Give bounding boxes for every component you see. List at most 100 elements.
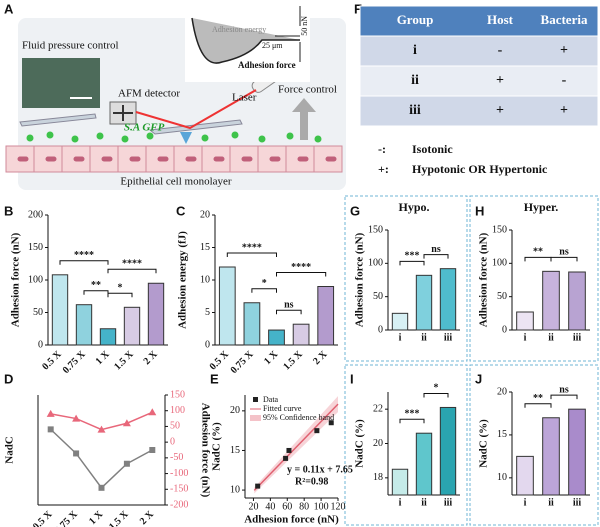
x-tick-label: 0.75 X bbox=[229, 348, 257, 376]
panel-letter: E bbox=[210, 371, 219, 386]
significance-bracket bbox=[83, 290, 109, 295]
x-tick-label: i bbox=[399, 497, 402, 508]
legend-label: 95% Confidence band bbox=[263, 413, 334, 422]
y-axis-label: NadC (%) bbox=[354, 419, 366, 468]
x-axis-label: Adhesion force (nN) bbox=[244, 514, 339, 526]
legend-swatch bbox=[253, 397, 258, 402]
y-axis-label: NadC bbox=[4, 436, 16, 464]
label: Fluid pressure control bbox=[22, 40, 119, 52]
y-tick-label: 10 bbox=[200, 274, 210, 285]
significance-bracket bbox=[524, 256, 552, 262]
label: Epithelial cell monolayer bbox=[120, 176, 232, 188]
x-tick-label: 2 X bbox=[142, 348, 161, 367]
y-tick-label: 0 bbox=[205, 339, 210, 350]
table-header: Bacteria bbox=[541, 12, 588, 27]
y-axis-label: Adhesion force (nN) bbox=[10, 232, 22, 327]
y2-tick-label: 150 bbox=[170, 389, 185, 400]
table-cell: + bbox=[496, 103, 504, 118]
x-tick-label: 0.75 X bbox=[61, 348, 89, 376]
y-tick-label: 15 bbox=[230, 445, 240, 456]
marker bbox=[97, 425, 106, 433]
x-tick-label: iii bbox=[573, 332, 582, 343]
panel-frame bbox=[469, 195, 599, 362]
significance-bracket bbox=[107, 292, 133, 298]
y-tick-label: 0 bbox=[502, 324, 507, 335]
table-cell: + bbox=[496, 73, 504, 88]
y-tick-label: 100 bbox=[368, 258, 383, 269]
bar bbox=[317, 286, 335, 346]
y-axis-label: Adhesion force (nN) bbox=[354, 232, 366, 327]
x-tick-label: 100 bbox=[314, 501, 329, 512]
table-header: Group bbox=[397, 12, 434, 27]
y2-tick-label: -150 bbox=[170, 484, 188, 495]
panel-frame bbox=[469, 364, 599, 526]
table-row bbox=[359, 5, 599, 37]
panel-letter: C bbox=[176, 203, 186, 218]
x-tick-label: ii bbox=[548, 497, 554, 508]
table-cell: + bbox=[560, 43, 568, 58]
significance-bracket bbox=[550, 256, 578, 262]
chart-title: Hypo. bbox=[398, 200, 429, 214]
significance-label: * bbox=[262, 278, 267, 289]
table-cell: iii bbox=[409, 103, 421, 118]
significance-label: **** bbox=[291, 262, 311, 273]
bar bbox=[516, 311, 534, 331]
point bbox=[314, 428, 320, 434]
panel-letter: I bbox=[350, 371, 354, 386]
point bbox=[283, 455, 289, 461]
x-tick-label: 1 X bbox=[87, 508, 106, 527]
x-tick-label: 0.75 X bbox=[53, 508, 81, 527]
significance-label: ** bbox=[533, 393, 543, 404]
y-tick-label: 150 bbox=[492, 224, 507, 235]
bar bbox=[391, 312, 409, 331]
table-row bbox=[359, 35, 599, 67]
cantilever-right bbox=[148, 119, 243, 135]
bar bbox=[391, 468, 409, 496]
table-cell: i bbox=[413, 43, 417, 58]
x-tick-label: 80 bbox=[299, 501, 309, 512]
significance-bracket bbox=[524, 403, 552, 408]
legend-label: Fitted curve bbox=[263, 404, 302, 413]
panel-letter: A bbox=[4, 1, 14, 16]
x-tick-label: 1.5 X bbox=[107, 508, 131, 527]
table-row bbox=[359, 95, 599, 127]
table-cell: ii bbox=[411, 73, 419, 88]
significance-bracket bbox=[399, 418, 425, 424]
y2-tick-label: 0 bbox=[170, 436, 175, 447]
bar bbox=[243, 302, 261, 346]
y-tick-label: 10 bbox=[497, 472, 507, 483]
significance-bracket bbox=[226, 252, 277, 257]
panel-frame bbox=[344, 364, 468, 526]
marker bbox=[46, 409, 55, 417]
bar bbox=[51, 274, 69, 346]
panel-f: F Group Host Bacteria i - + ii + - iii + + -: Isotoni… bbox=[354, 1, 599, 176]
significance-label: **** bbox=[242, 242, 262, 253]
significance-label: ns bbox=[284, 299, 294, 310]
x-tick-label: 0.5 X bbox=[31, 508, 55, 527]
bar bbox=[542, 270, 560, 331]
x-tick-label: 40 bbox=[265, 501, 275, 512]
x-tick-label: i bbox=[524, 497, 527, 508]
cell-row bbox=[5, 145, 343, 173]
y2-tick-label: -50 bbox=[170, 452, 183, 463]
marker bbox=[98, 484, 105, 491]
panel-a: A Fluid pressure control Adhesion energy… bbox=[4, 1, 346, 190]
y2-tick-label: 50 bbox=[170, 421, 180, 432]
bar bbox=[568, 271, 586, 331]
significance-label: ** bbox=[91, 280, 101, 291]
bar bbox=[568, 408, 586, 496]
x-tick-label: 1.5 X bbox=[281, 348, 305, 372]
significance-label: *** bbox=[405, 251, 420, 262]
x-tick-label: i bbox=[524, 332, 527, 343]
bar bbox=[268, 329, 285, 346]
x-tick-label: 2 X bbox=[138, 508, 157, 527]
y-tick-label: 50 bbox=[497, 291, 507, 302]
fitted-line bbox=[253, 403, 339, 491]
label: Laser bbox=[232, 92, 257, 104]
bar bbox=[516, 455, 534, 496]
bar bbox=[415, 432, 433, 496]
annotation: R²=0.98 bbox=[295, 476, 328, 487]
cantilever-left bbox=[19, 113, 97, 127]
y-axis-label: NadC (%) bbox=[211, 422, 223, 471]
